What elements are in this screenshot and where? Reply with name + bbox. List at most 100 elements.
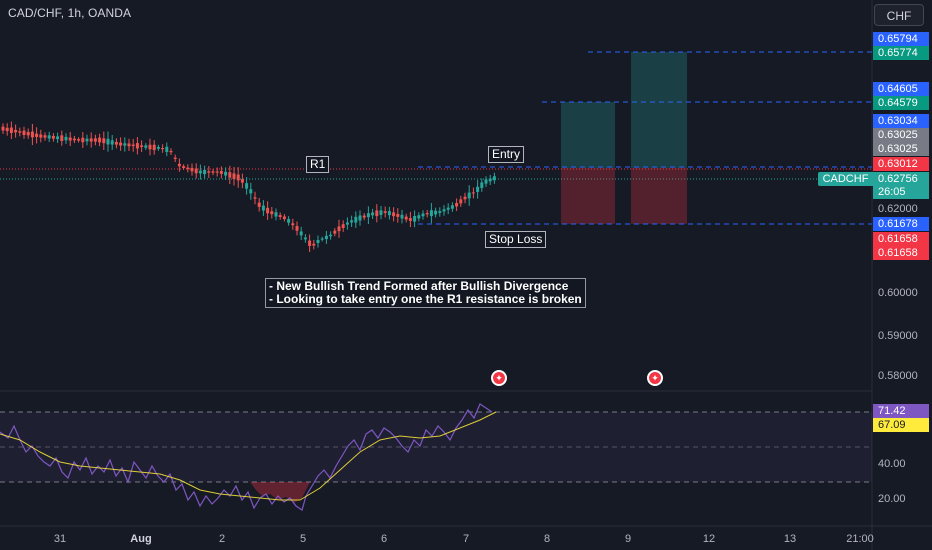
candle-body (123, 143, 127, 146)
candle-body (18, 131, 22, 133)
candle-body (417, 215, 421, 219)
price-label-tp2-level: 0.65794 (873, 32, 929, 46)
candle-body (253, 197, 257, 199)
candle-body (471, 192, 475, 194)
bar-countdown: 26:05 (878, 186, 906, 198)
candle-body (333, 230, 337, 234)
candle-body (165, 146, 169, 152)
time-axis-tick: 6 (380, 533, 388, 545)
candle-body (119, 142, 123, 146)
time-axis-tick: 7 (462, 533, 470, 545)
time-axis-tick: 12 (702, 533, 716, 545)
candle-body (211, 171, 215, 173)
currency-button[interactable]: CHF (874, 4, 924, 26)
time-axis-tick: 2 (218, 533, 226, 545)
time-axis-tick: 8 (543, 533, 551, 545)
candle-body (291, 223, 295, 226)
rsi-axis-tick: 40.00 (878, 458, 906, 470)
price-label-tp1-target: 0.64579 (873, 96, 929, 110)
candle-body (299, 231, 303, 236)
candle-body (400, 214, 404, 219)
candle-body (387, 211, 391, 216)
candle-body (232, 173, 236, 179)
candle-body (1, 126, 5, 131)
rsi-axis-tick: 20.00 (878, 493, 906, 505)
candle-body (446, 207, 450, 210)
candle-body (156, 146, 160, 149)
price-label-tp2-target: 0.65774 (873, 46, 929, 60)
candle-body (354, 216, 358, 223)
candle-body (240, 179, 244, 183)
canada-flag-event-icon[interactable]: ✦ (491, 370, 507, 386)
time-axis-tick: 21:00 (846, 533, 874, 545)
long-position-2-loss-zone (631, 168, 687, 224)
price-label-stop-1: 0.61658 (873, 232, 929, 246)
r1-label[interactable]: R1 (306, 156, 330, 173)
candle-body (177, 163, 181, 167)
candle-body (438, 211, 442, 213)
candle-body (308, 240, 312, 246)
price-label-tp1-level: 0.64605 (873, 82, 929, 96)
time-axis-tick: 13 (783, 533, 797, 545)
long-position-2-profit-zone (631, 52, 687, 168)
candle-body (60, 135, 64, 141)
entry-label[interactable]: Entry (488, 146, 525, 163)
candle-body (161, 147, 165, 150)
price-label-stop-level: 0.61678 (873, 217, 929, 231)
price-axis-tick: 0.62000 (878, 203, 918, 215)
candle-body (404, 216, 408, 220)
candle-body (270, 211, 274, 215)
candle-body (215, 171, 219, 173)
candle-body (140, 145, 144, 147)
candle-body (257, 202, 261, 207)
rsi-ma-value-label: 67.09 (873, 418, 929, 432)
candle-body (282, 216, 286, 220)
candle-body (245, 183, 249, 189)
candle-body (148, 144, 152, 150)
symbol-tag: CADCHF (818, 172, 873, 186)
candle-body (169, 150, 173, 153)
candle-body (173, 157, 177, 159)
price-label-entry-2: 0.63025 (873, 142, 929, 156)
candle-body (392, 212, 396, 217)
candle-body (287, 219, 291, 223)
candle-body (320, 238, 324, 240)
candle-body (194, 168, 198, 174)
analysis-note[interactable]: - New Bullish Trend Formed after Bullish… (265, 278, 586, 308)
candle-body (228, 172, 232, 178)
ticker-title: CAD/CHF, 1h, OANDA (8, 6, 132, 20)
candle-body (429, 210, 433, 217)
candle-body (22, 130, 26, 135)
candle-body (14, 129, 18, 133)
candle-body (98, 137, 102, 143)
canada-flag-event-icon[interactable]: ✦ (647, 370, 663, 386)
candle-body (30, 131, 34, 138)
candle-body (85, 138, 89, 142)
stop-loss-label[interactable]: Stop Loss (485, 231, 547, 248)
candle-body (492, 176, 496, 181)
candle-body (127, 143, 131, 147)
price-label-r1: 0.63012 (873, 157, 929, 171)
candle-body (345, 222, 349, 225)
price-axis-tick: 0.59000 (878, 330, 918, 342)
current-price-box: 0.62756 26:05 (873, 172, 929, 199)
candle-body (89, 138, 93, 142)
candle-body (266, 207, 270, 214)
candle-body (480, 182, 484, 188)
candle-body (39, 134, 43, 138)
candle-body (236, 174, 240, 181)
price-label-entry-1: 0.63025 (873, 128, 929, 142)
candle-body (484, 179, 488, 184)
candle-body (93, 138, 97, 142)
rsi-value-label: 71.42 (873, 404, 929, 418)
candle-body (102, 138, 106, 144)
price-axis-tick: 0.60000 (878, 287, 918, 299)
candle-body (261, 205, 265, 211)
candle-body (488, 178, 492, 182)
time-axis-tick: 5 (299, 533, 307, 545)
candle-body (442, 209, 446, 212)
rsi-line (0, 403, 493, 511)
candle-body (362, 215, 366, 218)
